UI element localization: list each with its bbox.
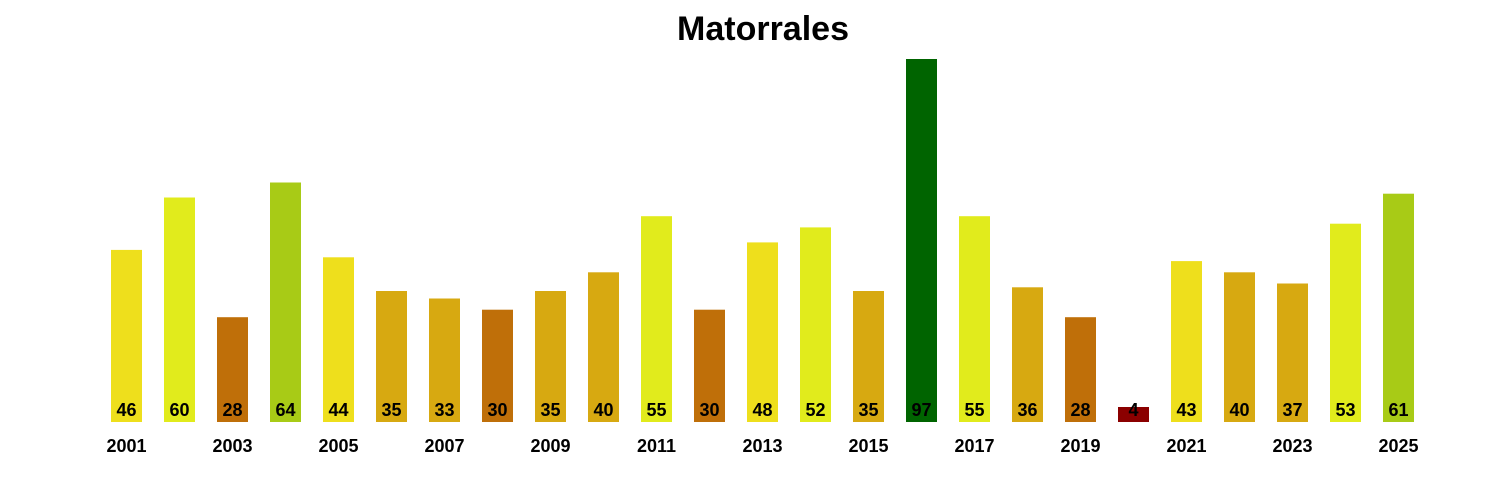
bar-2023: [1277, 283, 1308, 422]
value-label-2025: 61: [1388, 400, 1408, 420]
value-label-2024: 53: [1335, 400, 1355, 420]
x-tick-label-2021: 2021: [1166, 436, 1206, 456]
x-tick-label-2023: 2023: [1272, 436, 1312, 456]
value-label-2008: 30: [487, 400, 507, 420]
value-label-2004: 64: [275, 400, 295, 420]
bar-2008: [482, 309, 513, 422]
value-label-2011: 55: [646, 400, 666, 420]
value-label-2002: 60: [169, 400, 189, 420]
value-label-2007: 33: [434, 400, 454, 420]
bar-2003: [217, 317, 248, 422]
bar-2001: [111, 249, 142, 422]
value-label-2018: 36: [1017, 400, 1037, 420]
value-label-2010: 40: [593, 400, 613, 420]
bar-2004: [270, 182, 301, 422]
bar-2025: [1383, 193, 1414, 422]
bar-2016: [906, 59, 937, 422]
bar-2007: [429, 298, 460, 422]
bar-2010: [588, 272, 619, 422]
x-tick-label-2003: 2003: [212, 436, 252, 456]
bar-2022: [1224, 272, 1255, 422]
bar-2002: [164, 197, 195, 422]
value-label-2019: 28: [1070, 400, 1090, 420]
bar-2012: [694, 309, 725, 422]
value-label-2013: 48: [752, 400, 772, 420]
value-label-2014: 52: [805, 400, 825, 420]
bar-2018: [1012, 287, 1043, 422]
value-label-2022: 40: [1229, 400, 1249, 420]
bar-2015: [853, 291, 884, 422]
x-tick-label-2005: 2005: [318, 436, 358, 456]
bar-2013: [747, 242, 778, 422]
x-tick-label-2011: 2011: [637, 436, 676, 456]
bar-2009: [535, 291, 566, 422]
x-tick-label-2019: 2019: [1060, 436, 1100, 456]
bar-2020: [1118, 407, 1149, 422]
bar-2011: [641, 216, 672, 422]
x-tick-label-2007: 2007: [424, 436, 464, 456]
value-label-2012: 30: [699, 400, 719, 420]
x-tick-label-2009: 2009: [530, 436, 570, 456]
value-label-2021: 43: [1176, 400, 1196, 420]
bar-2005: [323, 257, 354, 422]
value-label-2001: 46: [116, 400, 136, 420]
value-label-2023: 37: [1282, 400, 1302, 420]
value-label-2005: 44: [328, 400, 348, 420]
value-label-2016: 97: [911, 400, 931, 420]
value-label-2003: 28: [222, 400, 242, 420]
bar-2014: [800, 227, 831, 422]
value-label-2006: 35: [381, 400, 401, 420]
bar-2024: [1330, 223, 1361, 422]
bar-2019: [1065, 317, 1096, 422]
value-label-2017: 55: [964, 400, 984, 420]
value-label-2009: 35: [540, 400, 560, 420]
x-tick-label-2017: 2017: [954, 436, 994, 456]
x-tick-label-2001: 2001: [106, 436, 146, 456]
x-tick-label-2013: 2013: [742, 436, 782, 456]
x-tick-label-2015: 2015: [848, 436, 888, 456]
bar-2006: [376, 291, 407, 422]
bar-2017: [959, 216, 990, 422]
x-tick-label-2025: 2025: [1378, 436, 1418, 456]
value-label-2020: 4: [1128, 400, 1138, 420]
bar-2021: [1171, 261, 1202, 422]
chart-title: Matorrales: [677, 10, 849, 48]
value-label-2015: 35: [858, 400, 878, 420]
